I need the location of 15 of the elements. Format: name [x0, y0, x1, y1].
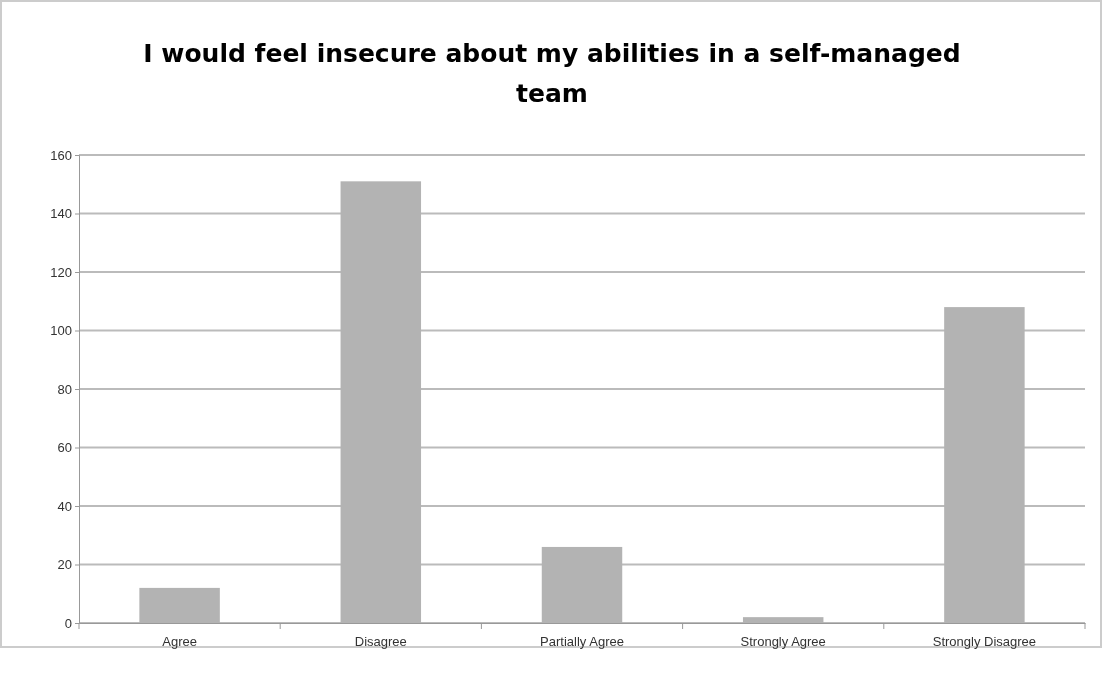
chart-title: I would feel insecure about my abilities in a self-managed team [143, 39, 961, 108]
x-tick-label: Strongly Disagree [932, 634, 1037, 650]
x-tick-label: Agree [162, 634, 197, 650]
x-tick-label: Disagree [354, 634, 407, 650]
y-tick-label: 120 [50, 264, 72, 280]
y-tick-label: 160 [50, 147, 72, 163]
x-tick-label: Strongly Agree [740, 634, 826, 650]
y-tick-label: 100 [50, 323, 72, 339]
x-tick-label: Partially Agree [540, 634, 624, 650]
y-tick-label: 20 [57, 557, 72, 573]
y-tick-label: 80 [57, 381, 72, 397]
y-tick-label: 0 [64, 615, 72, 631]
y-tick-label: 40 [57, 498, 72, 514]
y-tick-label: 140 [50, 206, 72, 222]
y-tick-label: 60 [57, 440, 72, 456]
